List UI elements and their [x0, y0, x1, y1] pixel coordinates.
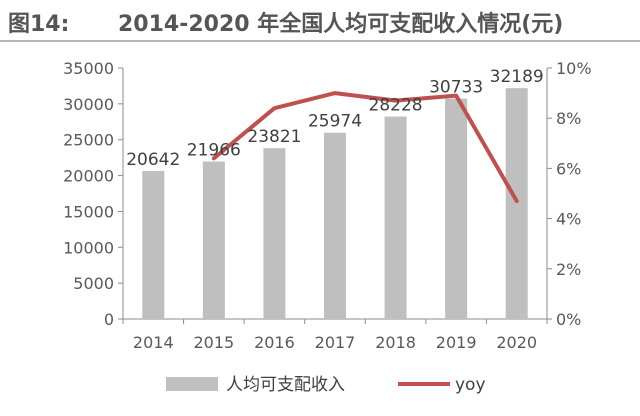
figure-number: 图14: — [8, 12, 70, 37]
legend-bar-swatch — [166, 377, 218, 391]
bar-value-label: 23821 — [247, 127, 301, 147]
bar-series — [142, 88, 528, 320]
right-tick-label: 0% — [556, 310, 581, 329]
legend-line-label: yoy — [455, 375, 486, 395]
x-tick-label: 2017 — [315, 333, 356, 352]
title-bar: 图14: 2014-2020 年全国人均可支配收入情况(元) — [0, 0, 640, 42]
income-bar — [142, 170, 165, 319]
legend: 人均可支配收入 yoy — [166, 375, 486, 395]
right-tick-label: 2% — [556, 260, 581, 279]
bar-value-label: 30733 — [429, 78, 483, 98]
income-bar — [263, 148, 286, 319]
income-bar — [445, 98, 468, 319]
bar-value-label: 32189 — [490, 67, 544, 87]
data-labels: 20642 21966 23821 25974 28228 30733 32189 — [126, 67, 544, 170]
bar-value-label: 20642 — [126, 150, 180, 170]
income-bar — [505, 88, 528, 320]
x-tick-label: 2018 — [375, 333, 416, 352]
legend-bar-label: 人均可支配收入 — [226, 375, 345, 395]
axes: 0 5000 10000 15000 20000 25000 30000 35000 0% 2% 4… — [63, 59, 591, 352]
right-tick-label: 6% — [556, 159, 581, 178]
yoy-line — [211, 91, 519, 204]
income-bar — [384, 116, 407, 319]
x-tick-label: 2016 — [254, 333, 295, 352]
left-tick-label: 35000 — [63, 59, 114, 78]
right-tick-label: 8% — [556, 109, 581, 128]
bar-value-label: 21966 — [187, 140, 241, 160]
yoy-series — [211, 91, 519, 204]
bar-value-label: 25974 — [308, 112, 362, 132]
x-tick-label: 2019 — [436, 333, 477, 352]
left-tick-label: 25000 — [63, 131, 114, 150]
bar-value-label: 28228 — [369, 96, 423, 116]
left-tick-label: 0 — [104, 310, 114, 329]
income-bar — [202, 161, 225, 319]
left-tick-label: 5000 — [73, 274, 114, 293]
right-tick-label: 10% — [556, 59, 592, 78]
income-bar — [324, 132, 346, 319]
chart-title: 2014-2020 年全国人均可支配收入情况(元) — [118, 12, 564, 37]
right-tick-label: 4% — [556, 210, 581, 229]
left-tick-label: 15000 — [63, 202, 114, 221]
x-tick-label: 2020 — [496, 333, 537, 352]
x-tick-label: 2015 — [193, 333, 234, 352]
x-tick-label: 2014 — [133, 333, 174, 352]
left-tick-label: 20000 — [63, 167, 114, 186]
left-tick-label: 30000 — [63, 95, 114, 114]
left-tick-label: 10000 — [63, 238, 114, 257]
